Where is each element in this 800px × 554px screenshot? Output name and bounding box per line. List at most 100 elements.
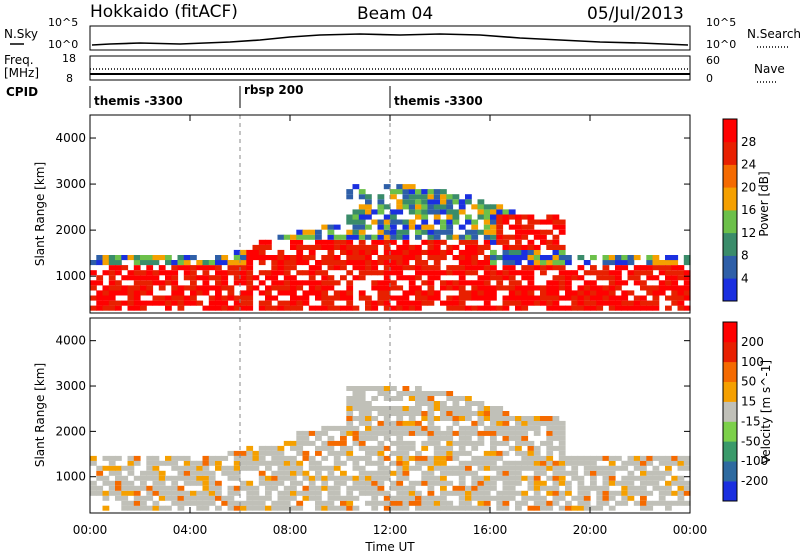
heatmap-cell	[327, 440, 335, 446]
heatmap-cell	[433, 270, 441, 276]
heatmap-cell	[646, 260, 654, 266]
heatmap-cell	[471, 445, 479, 451]
heatmap-cell	[121, 500, 129, 506]
heatmap-cell	[415, 401, 422, 406]
heatmap-cell	[652, 465, 660, 471]
colorbar-swatch	[723, 341, 737, 363]
heatmap-cell	[546, 290, 554, 296]
heatmap-cell	[227, 505, 235, 511]
heatmap-cell	[221, 255, 229, 261]
heatmap-cell	[165, 260, 172, 266]
heatmap-cell	[233, 485, 241, 491]
heatmap-cell	[440, 391, 447, 396]
heatmap-cell	[577, 305, 585, 311]
heatmap-cell	[383, 239, 391, 245]
heatmap-cell	[440, 255, 447, 261]
heatmap-cell	[446, 450, 454, 456]
heatmap-cell	[521, 465, 529, 471]
heatmap-cell	[508, 470, 516, 476]
heatmap-cell	[608, 275, 616, 281]
heatmap-cell	[558, 280, 566, 286]
heatmap-cell	[208, 495, 216, 501]
heatmap-cell	[515, 214, 522, 220]
heatmap-cell	[465, 194, 472, 200]
heatmap-cell	[315, 265, 322, 271]
heatmap-cell	[246, 290, 254, 296]
heatmap-cell	[215, 275, 222, 281]
heatmap-cell	[402, 485, 410, 491]
heatmap-cell	[346, 500, 354, 506]
heatmap-cell	[533, 255, 541, 261]
heatmap-cell	[533, 470, 541, 476]
heatmap-cell	[271, 455, 279, 461]
heatmap-cell	[546, 280, 554, 286]
heatmap-cell	[340, 290, 347, 296]
heatmap-cell	[408, 275, 416, 281]
heatmap-cell	[502, 470, 510, 476]
heatmap-cell	[352, 391, 360, 396]
heatmap-cell	[196, 275, 204, 281]
heatmap-cell	[390, 280, 397, 286]
heatmap-cell	[408, 480, 416, 486]
heatmap-cell	[527, 460, 535, 466]
heatmap-cell	[215, 280, 222, 286]
heatmap-cell	[196, 470, 204, 476]
heatmap-cell	[352, 406, 360, 411]
heatmap-cell	[490, 229, 497, 235]
heatmap-cell	[665, 305, 672, 311]
heatmap-cell	[565, 505, 572, 511]
heatmap-cell	[521, 255, 529, 261]
heatmap-cell	[427, 495, 435, 501]
heatmap-cell	[527, 219, 535, 225]
heatmap-cell	[502, 416, 510, 421]
heatmap-cell	[465, 295, 472, 301]
heatmap-cell	[496, 305, 504, 311]
heatmap-cell	[515, 305, 522, 311]
heatmap-cell	[377, 490, 385, 496]
heatmap-cell	[377, 450, 385, 456]
heatmap-cell	[240, 505, 247, 511]
heatmap-cell	[246, 270, 254, 276]
heatmap-cell	[177, 465, 185, 471]
heatmap-cell	[665, 280, 672, 286]
heatmap-cell	[433, 295, 441, 301]
heatmap-cell	[496, 495, 504, 501]
heatmap-cell	[546, 244, 554, 250]
heatmap-cell	[496, 204, 504, 210]
heatmap-cell	[102, 270, 110, 276]
heatmap-cell	[390, 214, 397, 220]
heatmap-cell	[533, 455, 541, 461]
heatmap-cell	[483, 480, 491, 486]
colorbar-tick-label: 200	[741, 335, 764, 349]
heatmap-cell	[527, 505, 535, 511]
heatmap-cell	[652, 285, 660, 291]
heatmap-cell	[677, 290, 685, 296]
heatmap-cell	[346, 490, 354, 496]
heatmap-cell	[402, 490, 410, 496]
beam-label: Beam 04	[357, 4, 433, 24]
heatmap-cell	[421, 265, 429, 271]
heatmap-cell	[515, 270, 522, 276]
heatmap-cell	[421, 224, 429, 230]
heatmap-cell	[496, 475, 504, 481]
ytick-label: 3000	[55, 177, 86, 191]
heatmap-cell	[558, 255, 566, 261]
heatmap-cell	[558, 440, 566, 446]
heatmap-cell	[246, 505, 254, 511]
heatmap-cell	[246, 280, 254, 286]
heatmap-cell	[383, 260, 391, 266]
heatmap-cell	[552, 495, 560, 501]
heatmap-cell	[558, 495, 566, 501]
heatmap-cell	[102, 290, 110, 296]
heatmap-cell	[115, 270, 122, 276]
heatmap-cell	[358, 430, 366, 436]
heatmap-cell	[158, 270, 166, 276]
heatmap-cell	[508, 275, 516, 281]
heatmap-cell	[433, 234, 441, 240]
heatmap-cell	[271, 270, 279, 276]
heatmap-cell	[221, 305, 229, 311]
heatmap-cell	[377, 234, 385, 240]
heatmap-cell	[683, 485, 691, 491]
heatmap-cell	[290, 260, 297, 266]
heatmap-cell	[158, 255, 166, 261]
